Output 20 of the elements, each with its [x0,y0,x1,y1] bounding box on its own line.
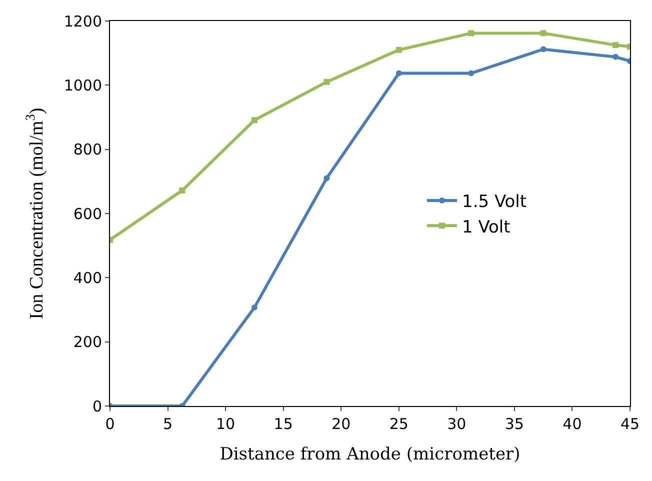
x-tick-label: 15 [274,415,293,433]
x-tick-label: 0 [105,415,115,433]
y-tick-label: 600 [73,204,102,223]
y-tick-label: 1200 [64,12,102,30]
legend-label: 1.5 Volt [462,192,527,212]
x-tick-label: 35 [504,415,524,433]
x-tick-label: 40 [562,415,582,433]
x-tick-label: 20 [332,415,351,433]
x-axis-title: Distance from Anode (micrometer) [220,444,520,464]
legend-label: 1 Volt [462,217,511,238]
y-tick-label: 200 [73,333,102,352]
y-tick-label: 400 [73,268,102,287]
y-tick-label: 0 [92,397,102,416]
y-tick-label: 800 [73,140,102,159]
x-tick-label: 30 [447,415,466,433]
x-tick-label: 10 [216,415,236,433]
x-tick-label: 45 [620,415,640,433]
y-tick-label: 1000 [64,76,102,94]
x-tick-label: 25 [389,415,408,433]
x-tick-label: 5 [163,415,173,433]
